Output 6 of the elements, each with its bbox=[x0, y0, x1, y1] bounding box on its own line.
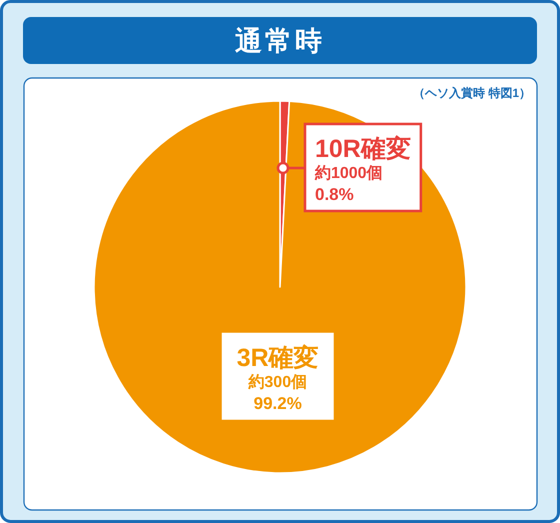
data-label: 0.8% bbox=[314, 185, 354, 204]
slice-label: 10R確変 bbox=[314, 135, 411, 163]
chart-subtitle: （ヘソ入賞時 特図1） bbox=[412, 86, 531, 100]
data-label: 99.2% bbox=[254, 394, 302, 413]
chart-title: 通常時 bbox=[235, 26, 325, 56]
slice-label: 3R確変 bbox=[236, 344, 319, 372]
